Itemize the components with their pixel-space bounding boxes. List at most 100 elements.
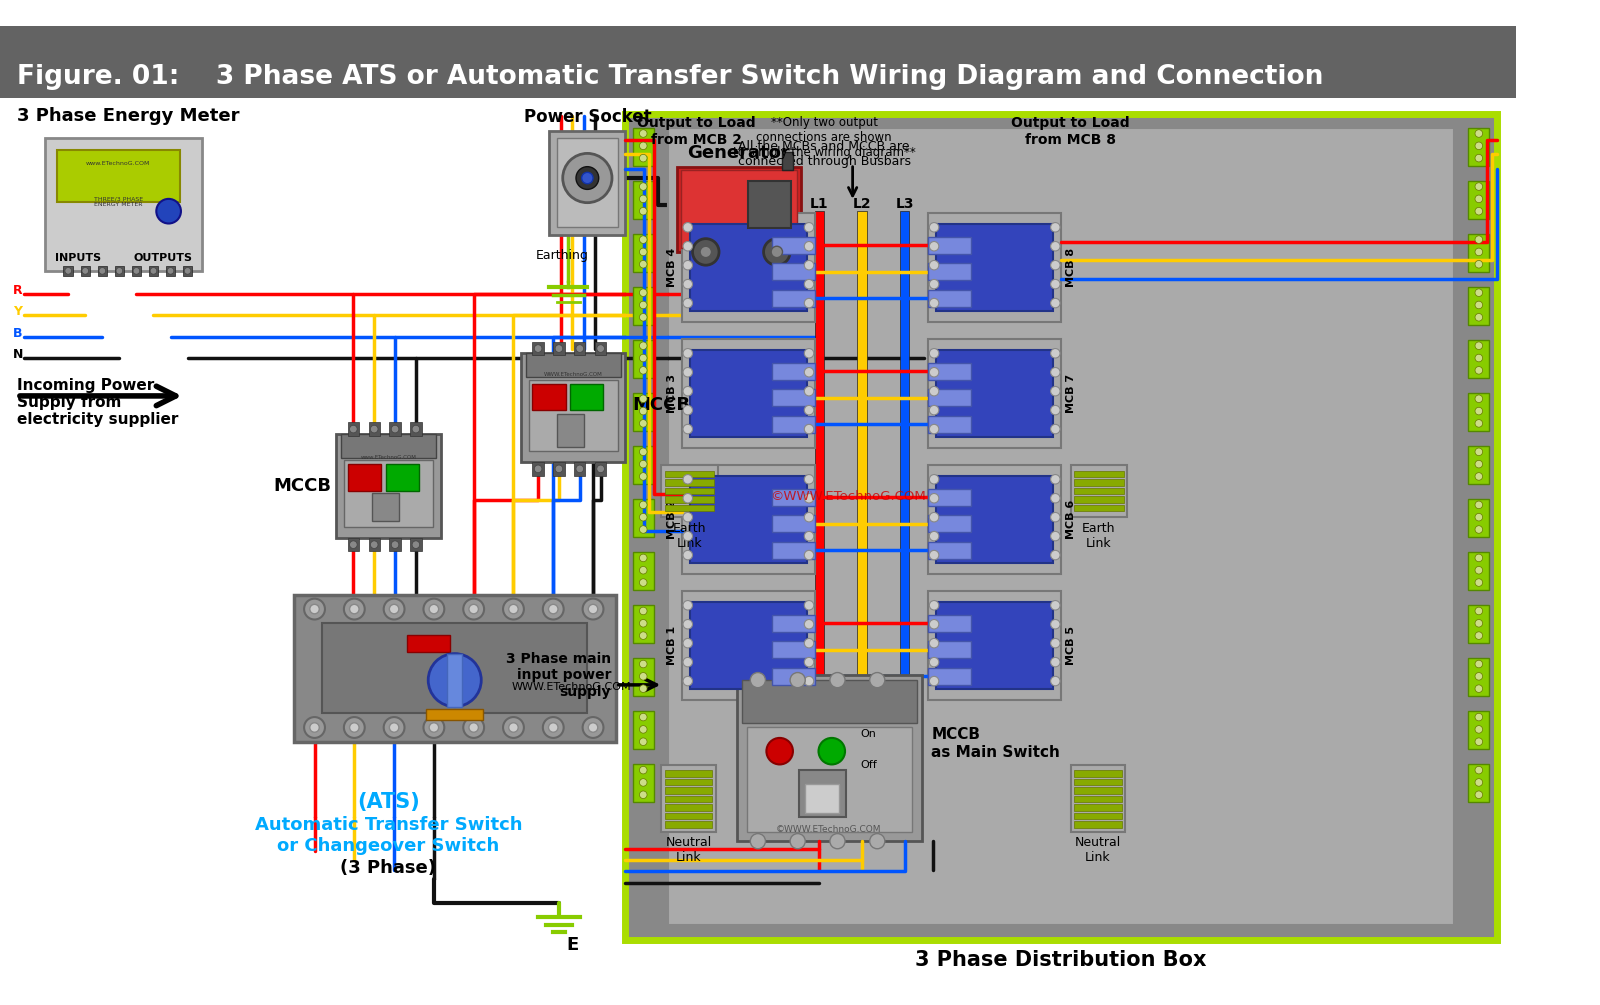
Text: All the MCBs and MCCB are
connected through Busbars: All the MCBs and MCCB are connected thro… [738,140,910,168]
Bar [1074,821,1122,828]
Circle shape [640,607,646,615]
Bar [928,488,971,506]
Circle shape [805,676,814,685]
Circle shape [640,619,646,627]
Bar [1074,770,1122,777]
Text: Power Socket: Power Socket [523,108,651,126]
Circle shape [1475,660,1483,667]
Circle shape [640,207,646,215]
Circle shape [805,657,814,667]
Bar [1074,787,1122,794]
Circle shape [870,672,885,687]
Bar [773,488,814,506]
Circle shape [310,723,320,733]
Bar [634,287,654,325]
Circle shape [1475,554,1483,562]
Circle shape [640,684,646,692]
Circle shape [1475,684,1483,692]
Bar [928,213,1061,322]
Text: OUTPUTS: OUTPUTS [133,253,192,263]
Bar [666,821,712,828]
Bar [595,342,606,355]
Circle shape [502,599,523,619]
Bar [1469,712,1490,750]
Text: Output to Load
from MCB 8: Output to Load from MCB 8 [1011,117,1130,147]
Circle shape [1475,354,1483,362]
Circle shape [766,738,794,765]
Circle shape [805,298,814,308]
Circle shape [640,554,646,562]
Bar [347,422,358,436]
Text: L1: L1 [810,197,829,211]
Circle shape [1051,551,1061,560]
Circle shape [930,222,939,232]
Bar [928,542,971,559]
Bar [1070,465,1128,518]
Circle shape [371,425,378,433]
Text: www.ETechnoG.COM: www.ETechnoG.COM [86,162,150,166]
Circle shape [542,599,563,619]
Text: MCCB: MCCB [274,477,331,494]
Circle shape [683,260,693,270]
Bar [336,434,440,538]
Circle shape [1051,424,1061,434]
Circle shape [805,222,814,232]
Circle shape [555,465,563,472]
Circle shape [1475,155,1483,162]
Text: N: N [13,348,24,361]
Circle shape [371,541,378,549]
Bar [781,153,794,170]
Bar [666,487,714,494]
Circle shape [1475,472,1483,480]
Bar [1469,499,1490,537]
Circle shape [640,791,646,799]
Circle shape [930,260,939,270]
Bar [1074,505,1123,512]
Bar [1074,813,1122,819]
Bar [182,266,192,275]
Bar [554,342,565,355]
Bar [634,765,654,802]
Text: Off: Off [861,760,877,770]
Circle shape [1475,342,1483,350]
Text: ©WWW.ETechnoG.COM: ©WWW.ETechnoG.COM [776,825,882,834]
Circle shape [930,405,939,415]
Circle shape [640,632,646,639]
Bar [773,641,814,658]
Circle shape [576,167,598,189]
Circle shape [930,387,939,396]
Circle shape [640,288,646,296]
Bar [373,492,398,521]
Text: Figure. 01:    3 Phase ATS or Automatic Transfer Switch Wiring Diagram and Conne: Figure. 01: 3 Phase ATS or Automatic Tra… [18,63,1323,89]
Bar [858,211,867,714]
Circle shape [1475,607,1483,615]
Circle shape [1475,260,1483,268]
Text: INPUTS: INPUTS [54,253,101,263]
Bar [928,641,971,658]
Text: Earth
Link: Earth Link [1082,522,1115,550]
Circle shape [304,599,325,619]
Bar [690,224,806,311]
Circle shape [304,718,325,738]
Circle shape [930,657,939,667]
Circle shape [640,660,646,667]
Circle shape [640,579,646,586]
Text: WWW.ETechnoG.COM: WWW.ETechnoG.COM [544,372,603,377]
Circle shape [805,279,814,288]
Circle shape [830,833,845,849]
Circle shape [597,465,605,472]
Circle shape [1475,420,1483,427]
Bar [533,342,544,355]
Circle shape [133,267,139,274]
Circle shape [344,599,365,619]
Bar [98,266,107,275]
Text: R: R [13,283,22,296]
Bar [1074,796,1122,802]
Circle shape [392,541,398,549]
Bar [682,465,814,574]
Bar [634,181,654,219]
Text: B: B [13,328,22,340]
Circle shape [582,718,603,738]
Bar [814,211,824,714]
Bar [80,266,90,275]
